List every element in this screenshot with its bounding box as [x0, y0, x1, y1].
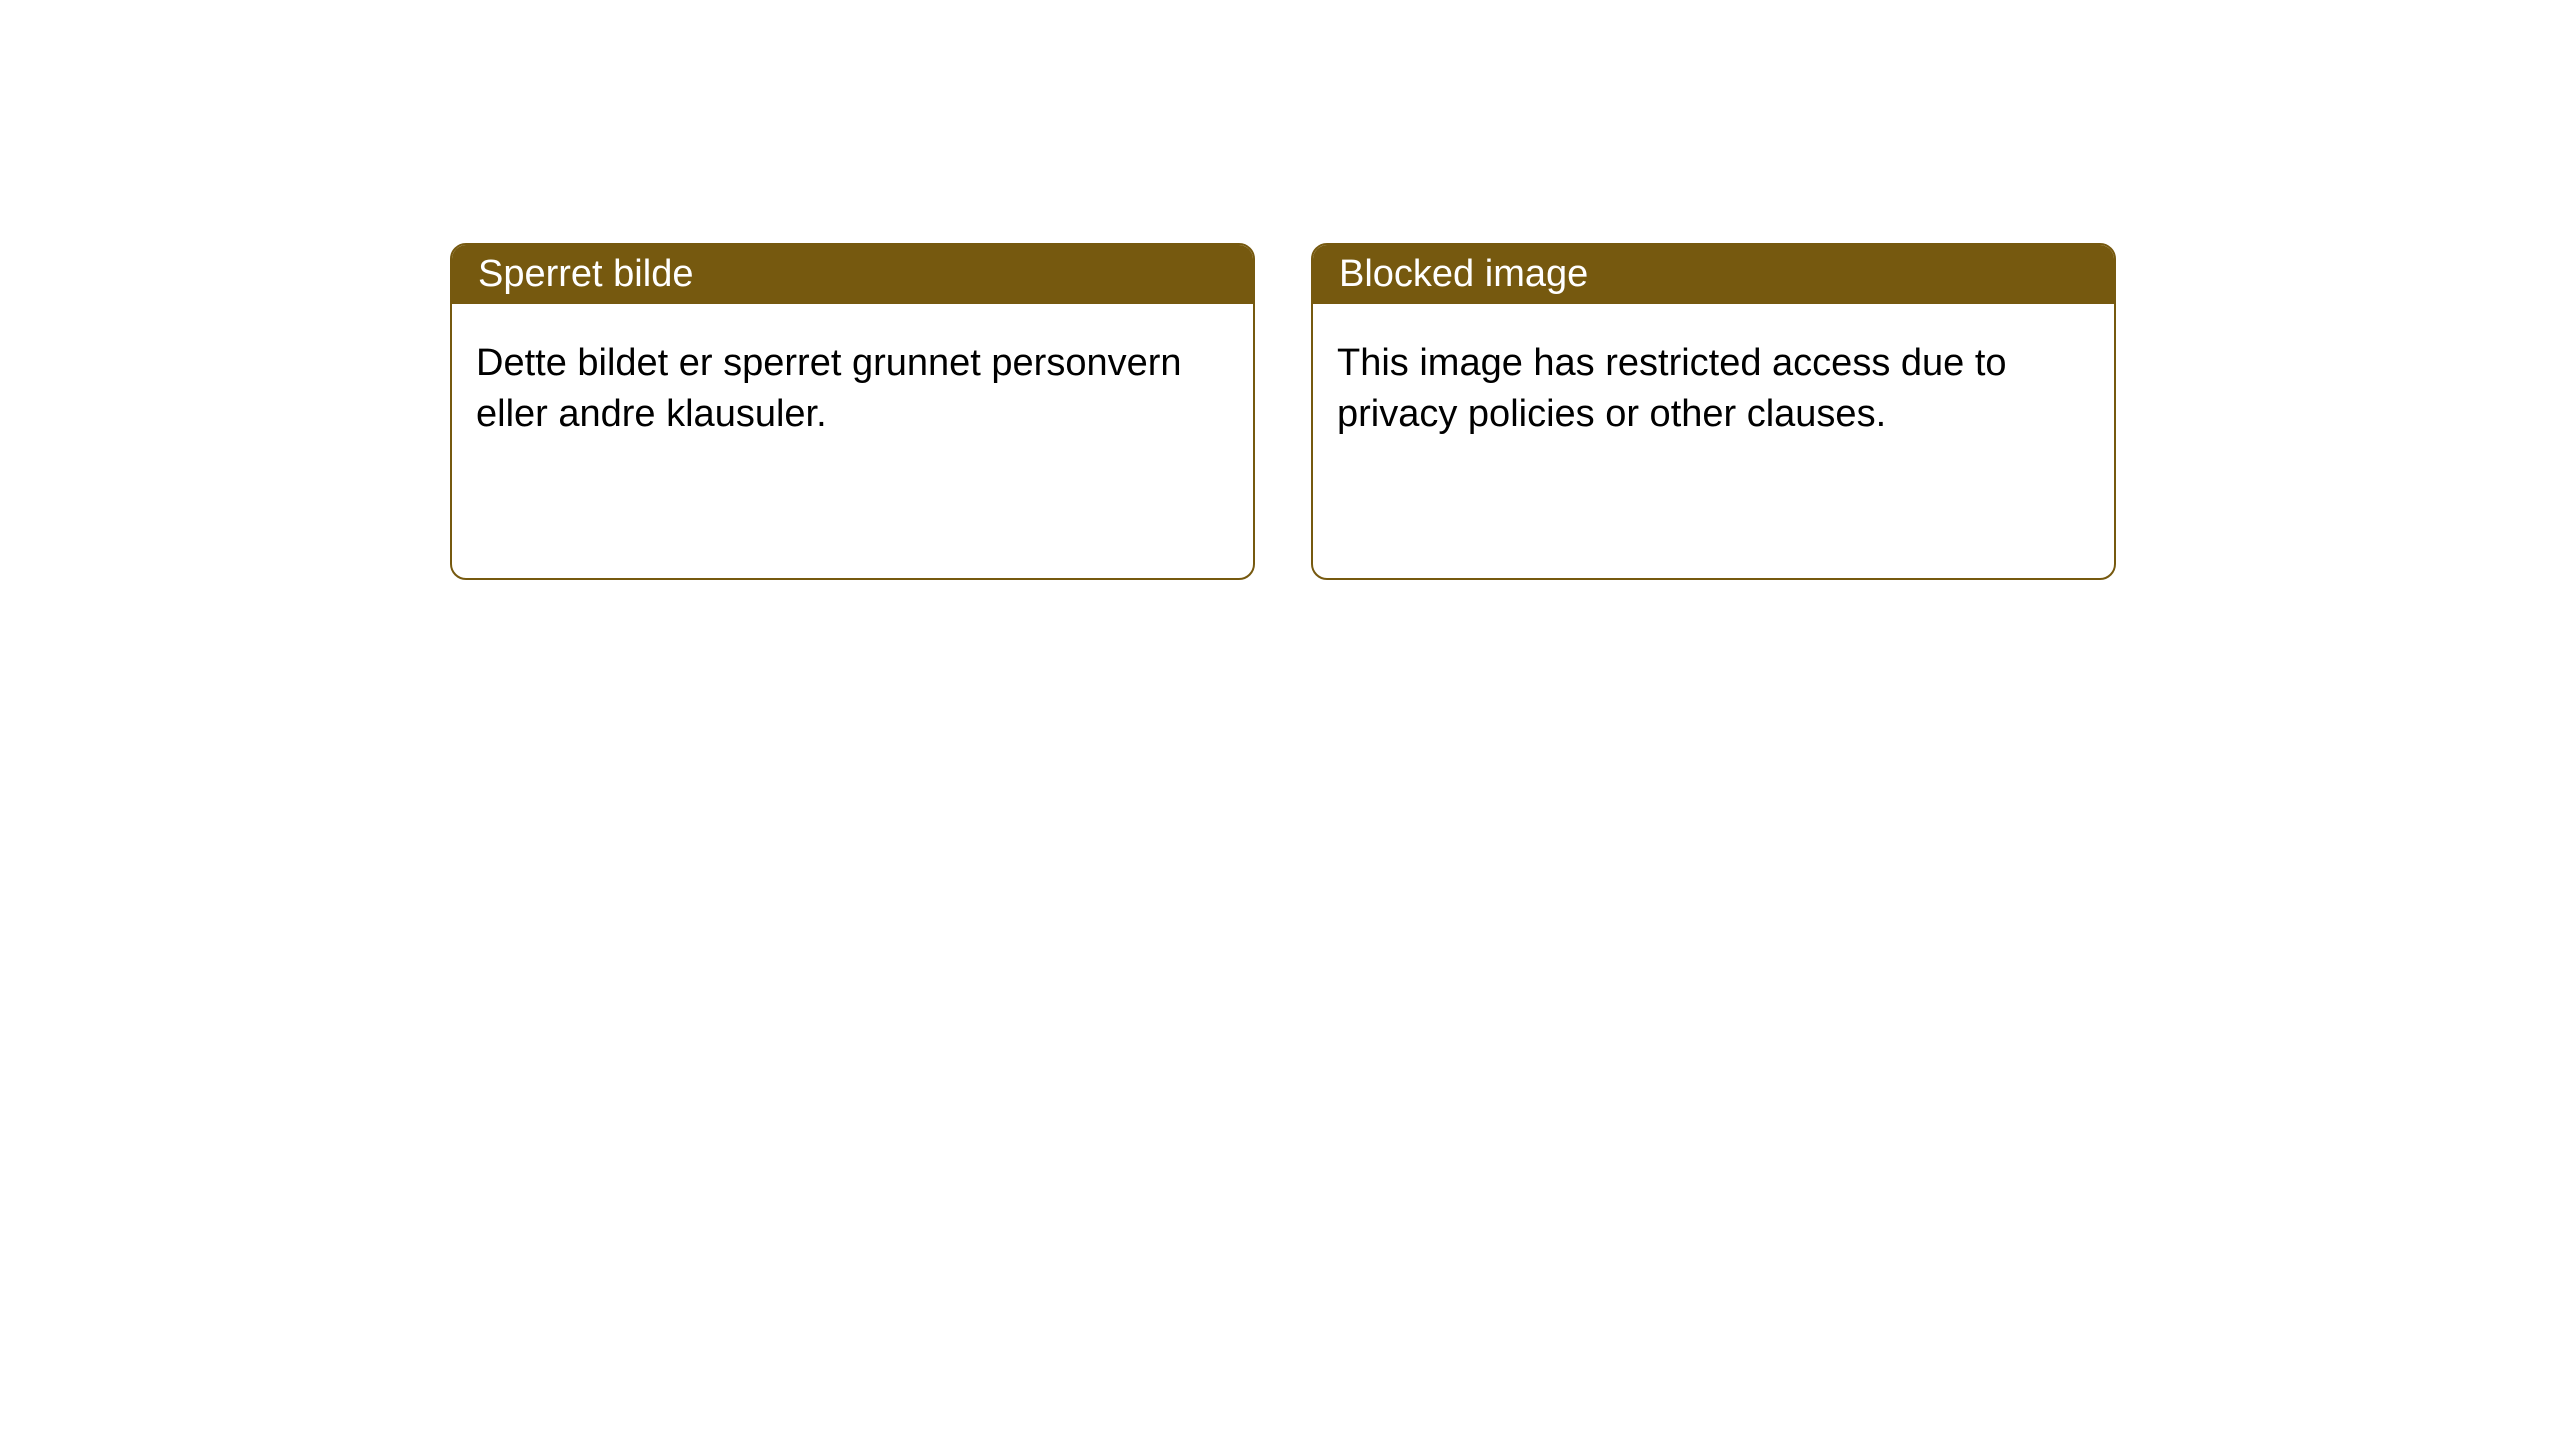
- notice-text: Dette bildet er sperret grunnet personve…: [476, 342, 1182, 435]
- notice-box-norwegian: Sperret bilde Dette bildet er sperret gr…: [450, 243, 1255, 580]
- notice-container: Sperret bilde Dette bildet er sperret gr…: [0, 0, 2560, 580]
- notice-title: Blocked image: [1339, 253, 1588, 296]
- notice-header-norwegian: Sperret bilde: [452, 245, 1253, 304]
- notice-body-norwegian: Dette bildet er sperret grunnet personve…: [452, 304, 1253, 475]
- notice-body-english: This image has restricted access due to …: [1313, 304, 2114, 475]
- notice-text: This image has restricted access due to …: [1337, 342, 2007, 435]
- notice-box-english: Blocked image This image has restricted …: [1311, 243, 2116, 580]
- notice-title: Sperret bilde: [478, 253, 693, 296]
- notice-header-english: Blocked image: [1313, 245, 2114, 304]
